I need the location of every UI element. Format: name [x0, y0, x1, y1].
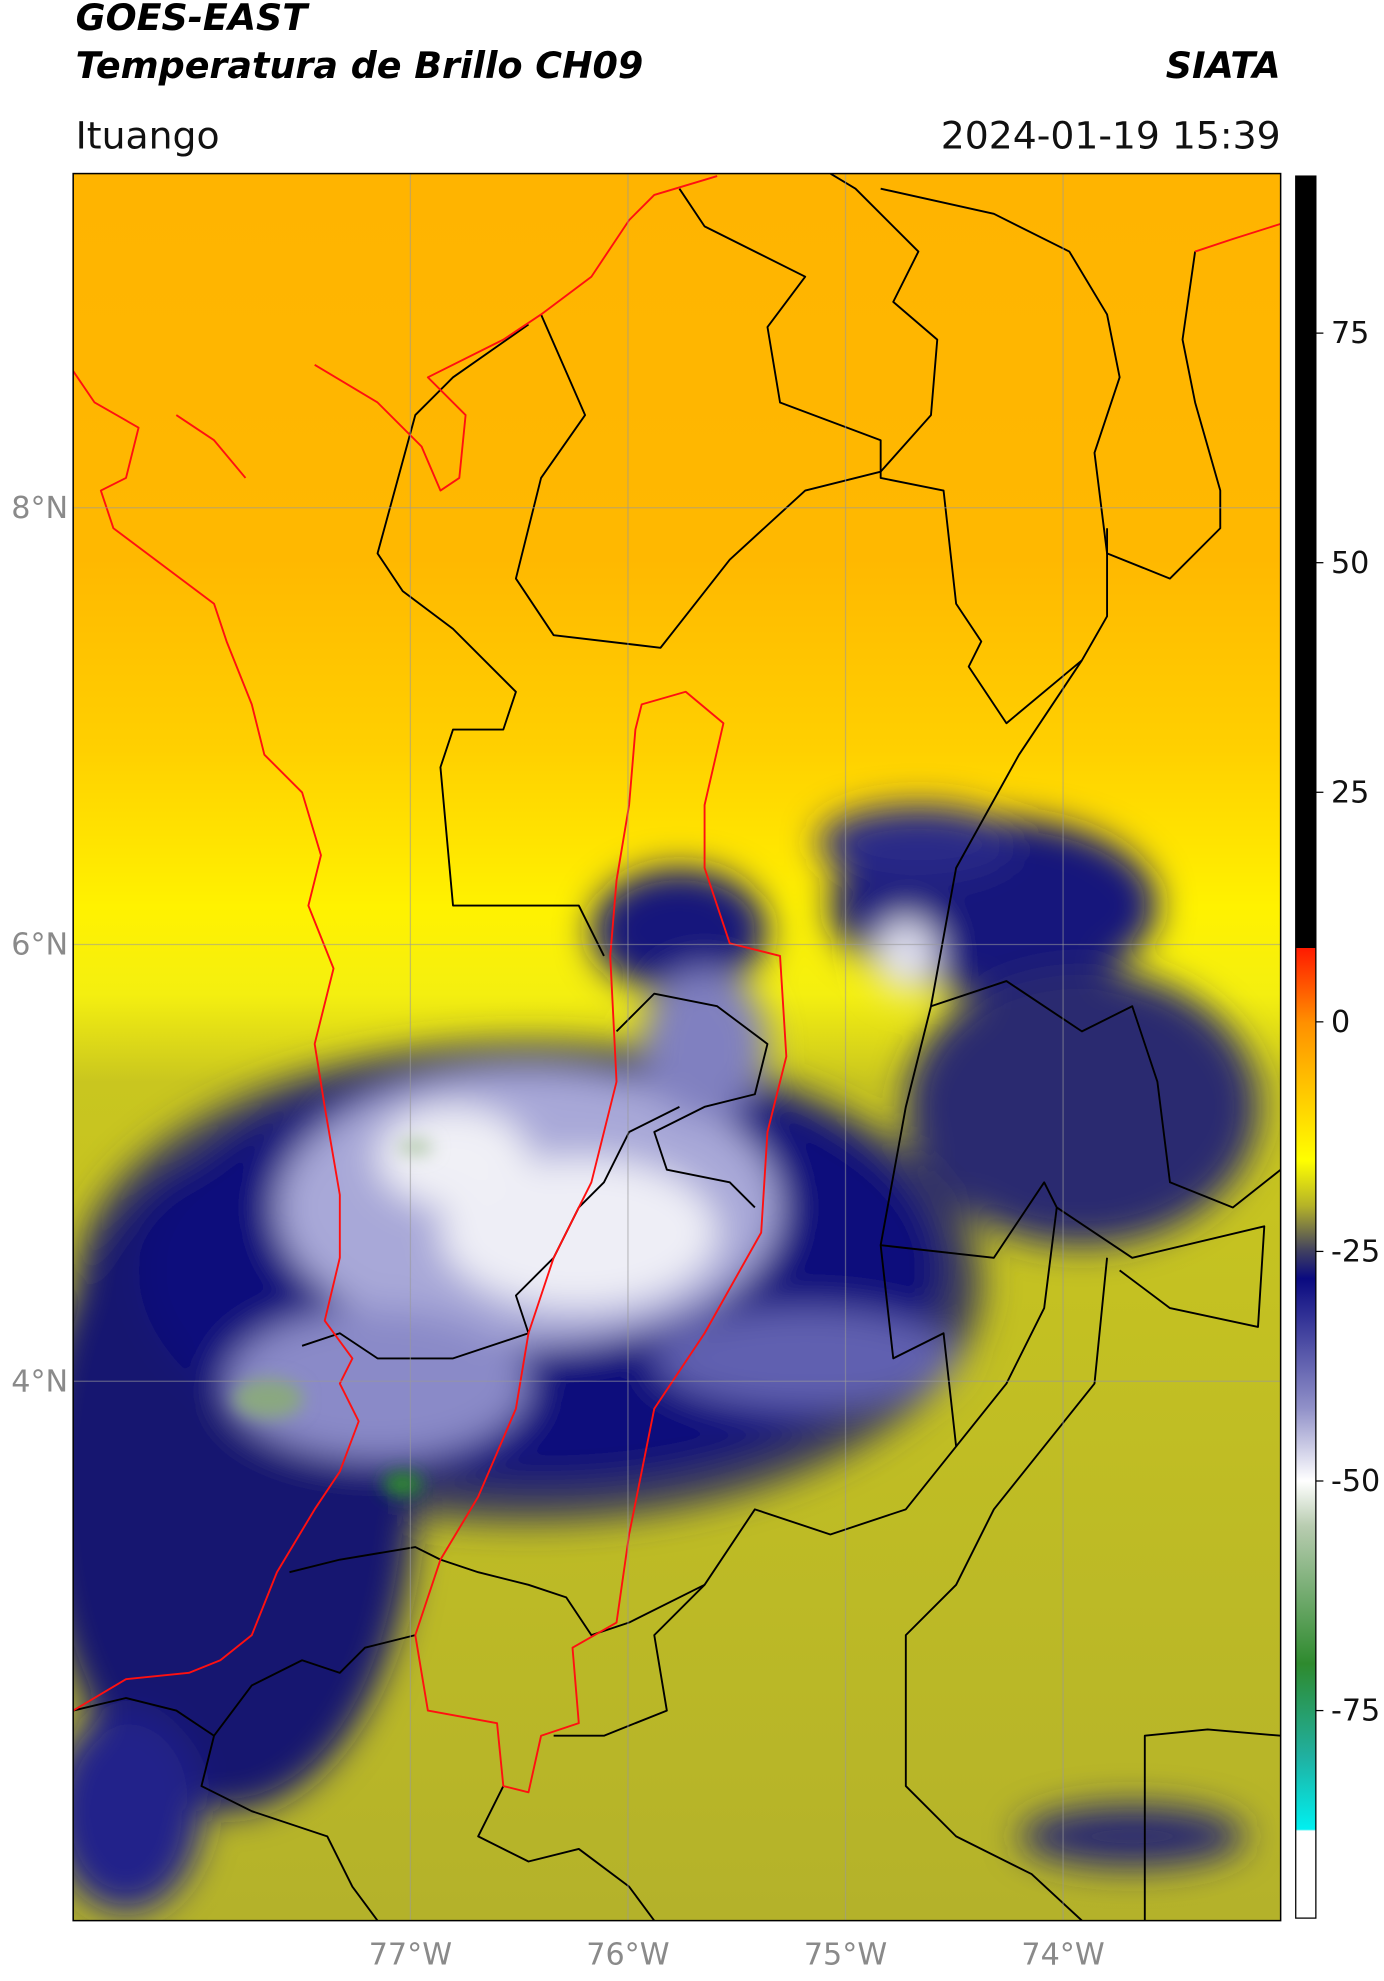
location: Ituango [76, 113, 220, 157]
map-frame [72, 172, 1282, 1922]
map-grid [73, 173, 1281, 1921]
x-tick-label: 75°W [804, 1938, 887, 1973]
colorbar [1295, 175, 1317, 1919]
colorbar-tick-label: 0 [1331, 1005, 1350, 1040]
admin-borders [73, 173, 1281, 1921]
x-tick-label: 76°W [586, 1938, 669, 1973]
y-tick-label: 8°N [11, 491, 68, 526]
colorbar-tick-label: -50 [1331, 1464, 1380, 1499]
y-tick-label: 4°N [11, 1364, 68, 1399]
colorbar-tick-label: 50 [1331, 546, 1369, 581]
title: GOES-EAST [76, 0, 311, 39]
colorbar-tick-label: 75 [1331, 316, 1369, 351]
map-imagery [73, 173, 1281, 1921]
colorbar-tick-label: -75 [1331, 1694, 1380, 1729]
colorbar-tick-label: 25 [1331, 775, 1369, 810]
coast-and-basin [73, 175, 1281, 1794]
source: SIATA [1166, 44, 1281, 87]
x-tick-label: 77°W [369, 1938, 452, 1973]
x-tick-label: 74°W [1021, 1938, 1104, 1973]
datetime: 2024-01-19 15:39 [941, 113, 1281, 157]
subtitle: Temperatura de Brillo CH09 [76, 44, 644, 87]
colorbar-tick-label: -25 [1331, 1234, 1380, 1269]
y-tick-label: 6°N [11, 928, 68, 963]
